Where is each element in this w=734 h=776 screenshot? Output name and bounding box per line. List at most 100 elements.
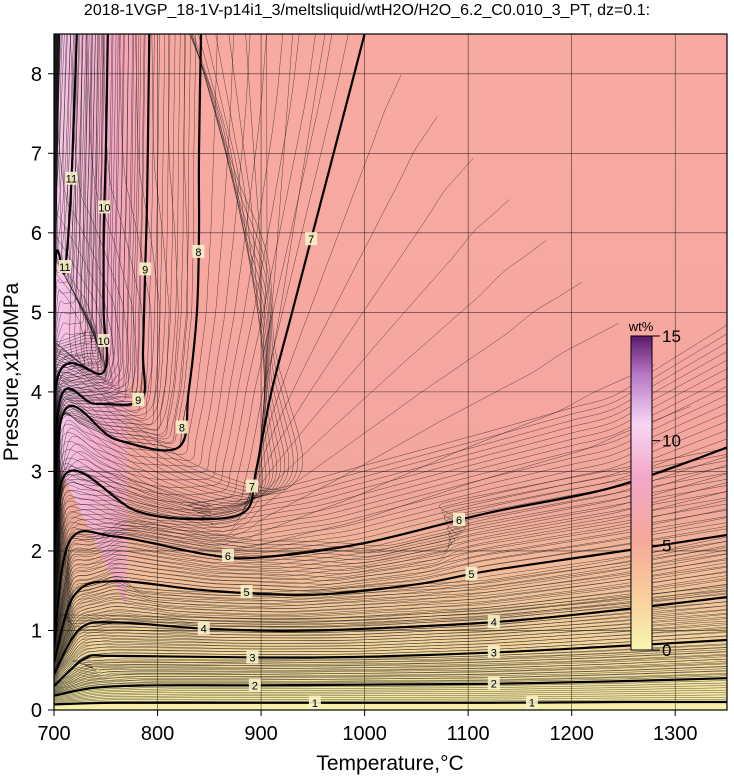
contour-label-text: 1 (529, 698, 535, 710)
y-tick-label: 2 (31, 541, 42, 563)
minor-contour (54, 516, 727, 659)
minor-contour (54, 491, 727, 654)
contour-10 (54, 34, 109, 607)
minor-contour (54, 643, 727, 688)
minor-contour (54, 549, 727, 662)
contour-4 (54, 596, 727, 675)
minor-contour (54, 661, 727, 690)
y-tick-label: 0 (31, 700, 42, 722)
minor-contour (54, 673, 727, 695)
x-axis-label: Temperature,°C (316, 752, 463, 775)
minor-contour (54, 34, 100, 602)
contour-label-5: 5 (465, 567, 478, 581)
minor-contour (54, 240, 546, 641)
contour-7 (54, 34, 366, 635)
contour-label-text: 6 (456, 515, 462, 527)
minor-contour (54, 34, 326, 634)
colorbar: wt% 0 5 10 15 (628, 319, 681, 660)
minor-contour (54, 559, 727, 668)
colorbar-tick-label: 0 (662, 641, 671, 660)
minor-contour (54, 34, 90, 602)
minor-contour (54, 34, 81, 604)
y-tick-label: 8 (31, 64, 42, 86)
contour-label-10: 10 (98, 333, 110, 348)
minor-contour (54, 572, 727, 670)
minor-contour (54, 34, 99, 605)
colorbar-tick-label: 15 (662, 327, 681, 346)
minor-contour (54, 601, 727, 676)
minor-contour (54, 34, 145, 614)
minor-contour (54, 34, 125, 610)
minor-contour (54, 588, 727, 672)
minor-contour (54, 34, 349, 634)
minor-contour (54, 34, 285, 623)
contour-1 (54, 700, 727, 706)
minor-contour (54, 34, 234, 625)
contour-label-text: 4 (491, 617, 497, 629)
minor-contour (54, 34, 142, 614)
minor-contour (54, 656, 727, 689)
y-axis: 0 1 2 3 4 5 6 7 8 (31, 64, 54, 722)
x-tick-label: 1100 (447, 723, 490, 745)
minor-contour (54, 605, 727, 677)
contour-label-2: 2 (487, 676, 500, 691)
minor-contour (54, 34, 267, 628)
minor-contour (54, 34, 122, 612)
contour-label-text: 10 (98, 202, 110, 214)
minor-contour (54, 485, 727, 653)
contour-6 (54, 446, 727, 647)
contour-label-11: 11 (65, 171, 78, 186)
minor-contour (54, 540, 727, 664)
contour-label-11: 11 (58, 260, 71, 274)
minor-contour (54, 584, 727, 672)
minor-contour (54, 651, 727, 687)
minor-contour (54, 34, 138, 613)
minor-contour (54, 34, 117, 609)
minor-contour (54, 34, 294, 621)
minor-contour (54, 674, 727, 695)
minor-contour (54, 503, 727, 657)
minor-contour (54, 34, 97, 598)
minor-contour (54, 34, 96, 598)
contour-9 (54, 34, 151, 615)
minor-contour (54, 34, 281, 624)
minor-contour (54, 528, 727, 662)
colorbar-gradient (630, 335, 653, 651)
minor-contour (54, 666, 727, 694)
minor-contour (54, 466, 727, 650)
contour-label-2: 2 (248, 678, 261, 692)
contour-label-3: 3 (487, 645, 500, 659)
minor-contour (54, 578, 727, 671)
colorbar-title: wt% (628, 319, 654, 334)
minor-contour (54, 651, 727, 690)
grid-lines (54, 34, 727, 710)
minor-contour (54, 116, 438, 637)
minor-contour (54, 562, 727, 665)
x-tick-label: 700 (37, 723, 70, 745)
minor-contour (54, 34, 96, 604)
minor-contour (54, 34, 166, 618)
contour-label-text: 2 (491, 679, 497, 691)
minor-contour (54, 675, 727, 696)
contour-label-text: 5 (468, 569, 474, 581)
minor-contour (54, 618, 727, 681)
minor-contour (54, 622, 727, 682)
minor-contour (54, 34, 102, 606)
contour-label-text: 2 (252, 680, 258, 692)
minor-contour (54, 34, 146, 614)
minor-contour (54, 626, 727, 683)
minor-contour (54, 447, 727, 646)
contour-label-text: 11 (66, 174, 77, 186)
minor-contour (54, 670, 727, 695)
minor-contour (54, 323, 619, 643)
y-tick-label: 7 (31, 143, 42, 165)
minor-contour (54, 649, 727, 686)
minor-contour (54, 609, 727, 678)
minor-contour (54, 34, 218, 624)
contour-label-4: 4 (197, 621, 210, 635)
contour-label-text: 8 (195, 247, 201, 259)
x-tick-label: 900 (244, 723, 277, 745)
minor-contour (54, 34, 188, 622)
